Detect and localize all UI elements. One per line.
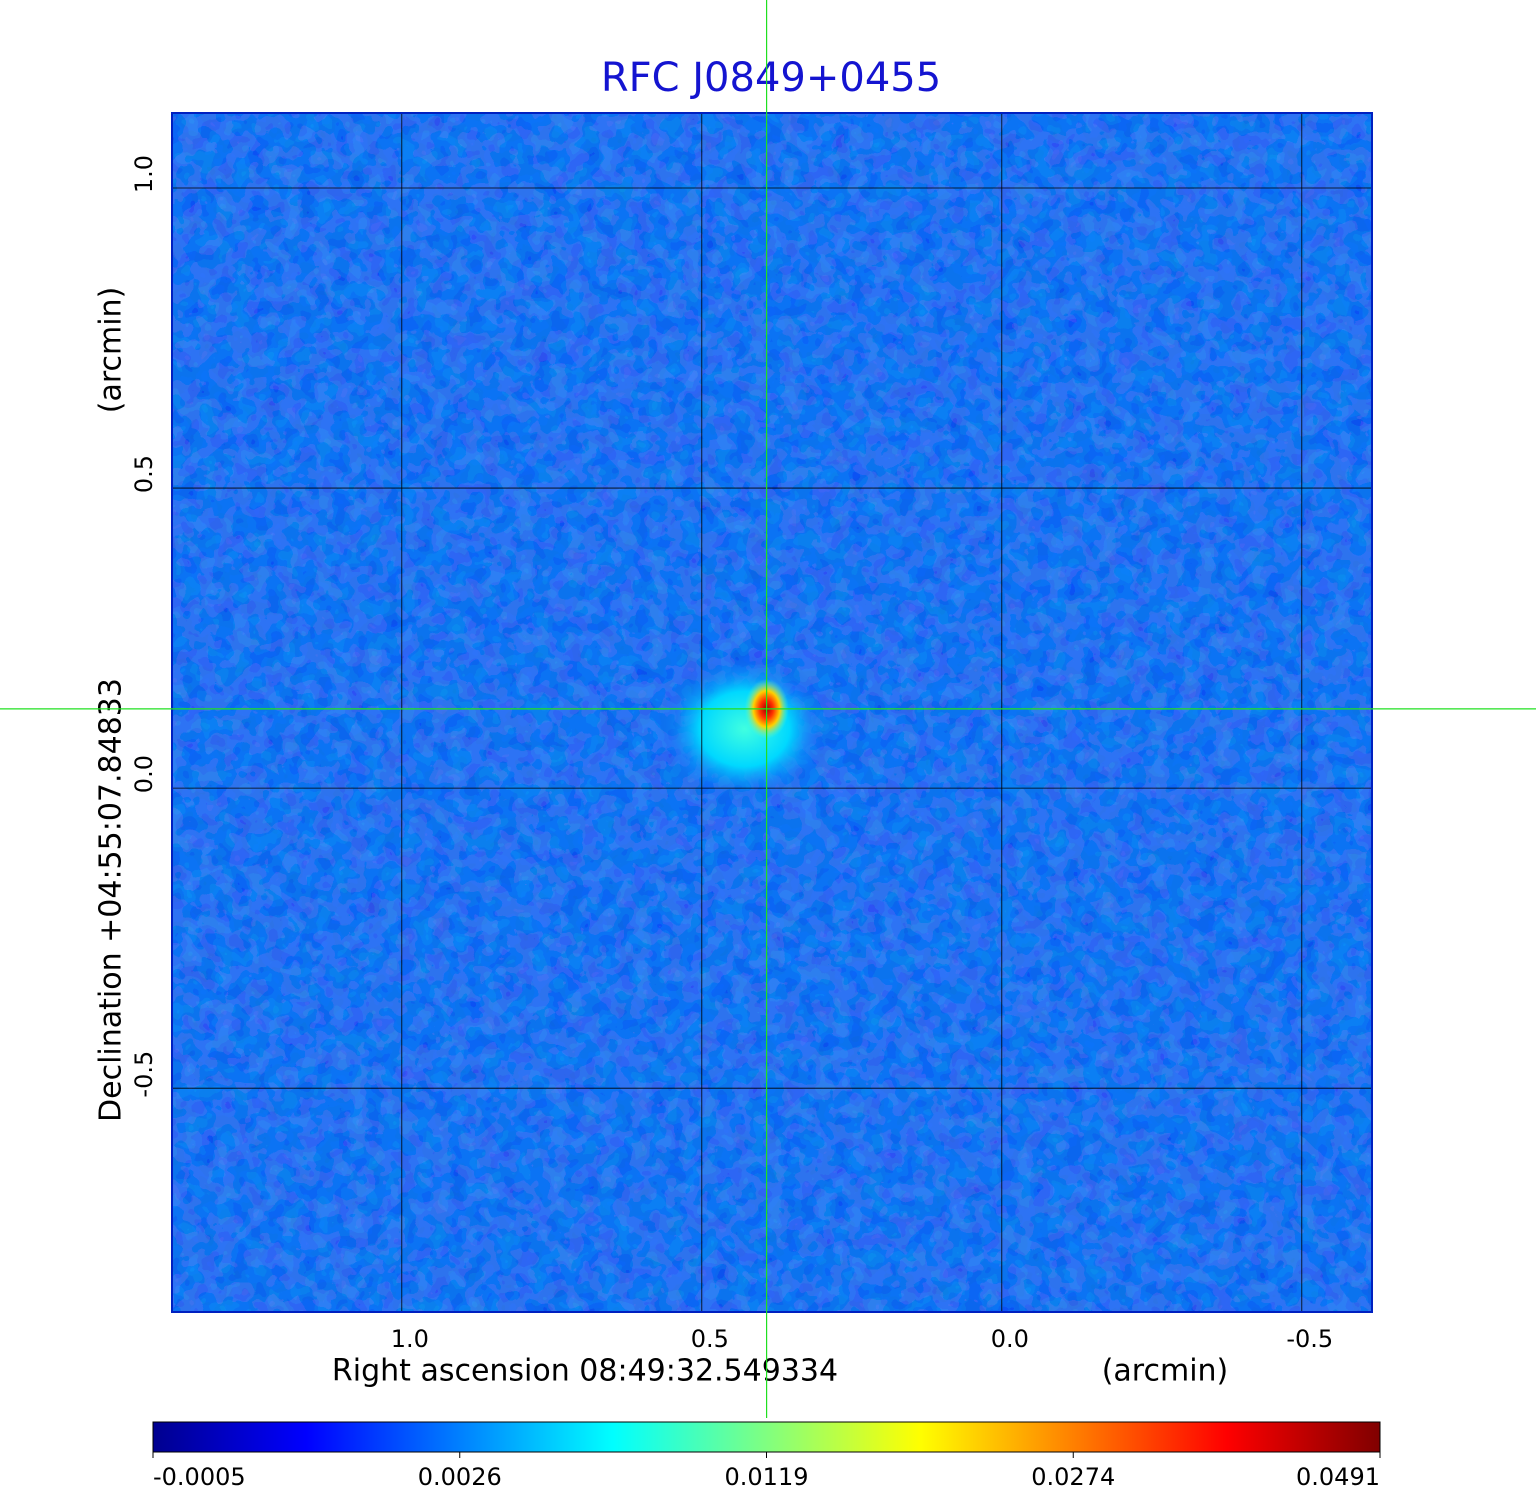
x-axis-label: Right ascension 08:49:32.549334 (332, 1354, 838, 1389)
x-tick-label: -0.5 (1286, 1325, 1333, 1353)
y-tick-label: -0.5 (130, 1051, 158, 1098)
y-tick-label: 1.0 (130, 155, 158, 193)
colorbar-tick-label: 0.0026 (418, 1463, 502, 1491)
image-frame (171, 112, 1373, 1313)
image-area (172, 113, 1372, 1312)
colorbar (152, 1421, 1381, 1453)
y-axis-unit: (arcmin) (94, 287, 129, 414)
colorbar-tick-label: 0.0274 (1031, 1463, 1115, 1491)
x-tick-label: 0.5 (691, 1325, 729, 1353)
colorbar-tick-label: 0.0119 (725, 1463, 809, 1491)
x-axis-unit: (arcmin) (1102, 1354, 1229, 1389)
chart-title: RFC J0849+0455 (601, 55, 941, 101)
y-tick-label: 0.5 (130, 455, 158, 493)
x-tick-label: 1.0 (391, 1325, 429, 1353)
y-tick-label: 0.0 (130, 755, 158, 793)
colorbar-tick-label: -0.0005 (153, 1463, 246, 1491)
colorbar-tick-label: 0.0491 (1296, 1463, 1380, 1491)
y-axis-label: Declination +04:55:07.84833 (94, 678, 129, 1122)
x-tick-label: 0.0 (991, 1325, 1029, 1353)
